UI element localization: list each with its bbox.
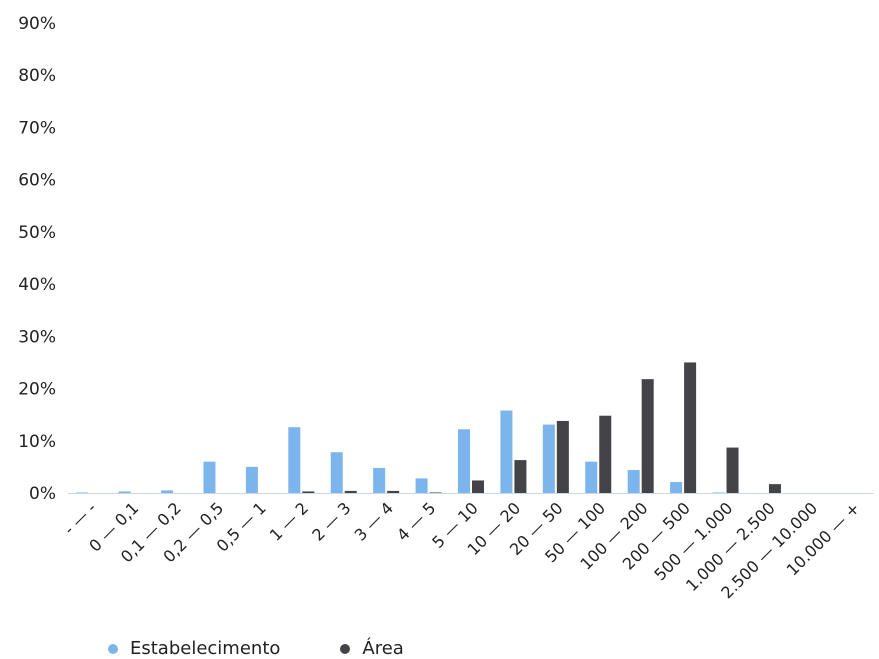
- x-tick-label: 1 — 2: [266, 498, 312, 544]
- y-axis: 0% 10% 20% 30% 40% 50% 60% 70% 80% 90%: [18, 14, 56, 504]
- y-tick-label: 10%: [18, 432, 56, 452]
- bar-estabelecimento[interactable]: [373, 467, 386, 493]
- legend-marker-area: [340, 643, 351, 654]
- bar-estabelecimento[interactable]: [161, 490, 174, 493]
- bar-estabelecimento[interactable]: [76, 492, 89, 494]
- y-tick-label: 80%: [18, 66, 56, 86]
- y-tick-label: 60%: [18, 171, 56, 191]
- bar-area[interactable]: [726, 447, 739, 493]
- legend-item-estabelecimento[interactable]: Estabelecimento: [108, 638, 280, 659]
- bar-estabelecimento[interactable]: [542, 424, 555, 493]
- bar-area[interactable]: [599, 415, 612, 493]
- y-tick-label: 20%: [18, 380, 56, 400]
- bar-estabelecimento[interactable]: [627, 470, 640, 493]
- bar-estabelecimento[interactable]: [245, 466, 258, 493]
- x-axis: - — -0 — 0,10,1 — 0,20,2 — 0,50,5 — 11 —…: [60, 498, 864, 602]
- bar-estabelecimento[interactable]: [670, 482, 683, 493]
- bar-area[interactable]: [514, 460, 527, 493]
- y-tick-label: 90%: [18, 14, 56, 34]
- bar-estabelecimento[interactable]: [203, 461, 216, 493]
- bar-area[interactable]: [429, 492, 442, 494]
- bar-area[interactable]: [344, 490, 357, 493]
- legend: Estabelecimento Área: [108, 638, 404, 659]
- bar-area[interactable]: [641, 379, 654, 493]
- legend-item-area[interactable]: Área: [340, 638, 404, 659]
- x-tick-label: 3 — 4: [351, 498, 397, 544]
- bar-area[interactable]: [302, 491, 315, 493]
- y-tick-label: 70%: [18, 118, 56, 138]
- y-tick-label: 40%: [18, 275, 56, 295]
- bar-estabelecimento[interactable]: [288, 427, 301, 493]
- bar-estabelecimento[interactable]: [118, 491, 131, 493]
- bar-estabelecimento[interactable]: [585, 461, 598, 493]
- bar-estabelecimento[interactable]: [712, 492, 725, 494]
- bar-area[interactable]: [472, 480, 484, 493]
- x-tick-label: 2 — 3: [308, 498, 354, 544]
- legend-label-area: Área: [362, 638, 404, 659]
- bars: [76, 362, 781, 494]
- bar-area[interactable]: [387, 490, 400, 493]
- bar-area[interactable]: [684, 362, 697, 493]
- legend-marker-estabelecimento: [108, 643, 118, 654]
- bar-estabelecimento[interactable]: [458, 429, 470, 493]
- bar-estabelecimento[interactable]: [415, 478, 428, 493]
- y-tick-label: 0%: [29, 484, 56, 504]
- legend-label-estabelecimento: Estabelecimento: [130, 638, 281, 659]
- y-tick-label: 30%: [18, 327, 56, 347]
- y-tick-label: 50%: [18, 223, 56, 243]
- bar-estabelecimento[interactable]: [500, 410, 513, 493]
- bar-area[interactable]: [768, 484, 781, 493]
- bar-estabelecimento[interactable]: [330, 452, 343, 493]
- bar-area[interactable]: [556, 420, 569, 493]
- bar-chart: 0% 10% 20% 30% 40% 50% 60% 70% 80% 90% - — -0 — 0…: [18, 14, 874, 602]
